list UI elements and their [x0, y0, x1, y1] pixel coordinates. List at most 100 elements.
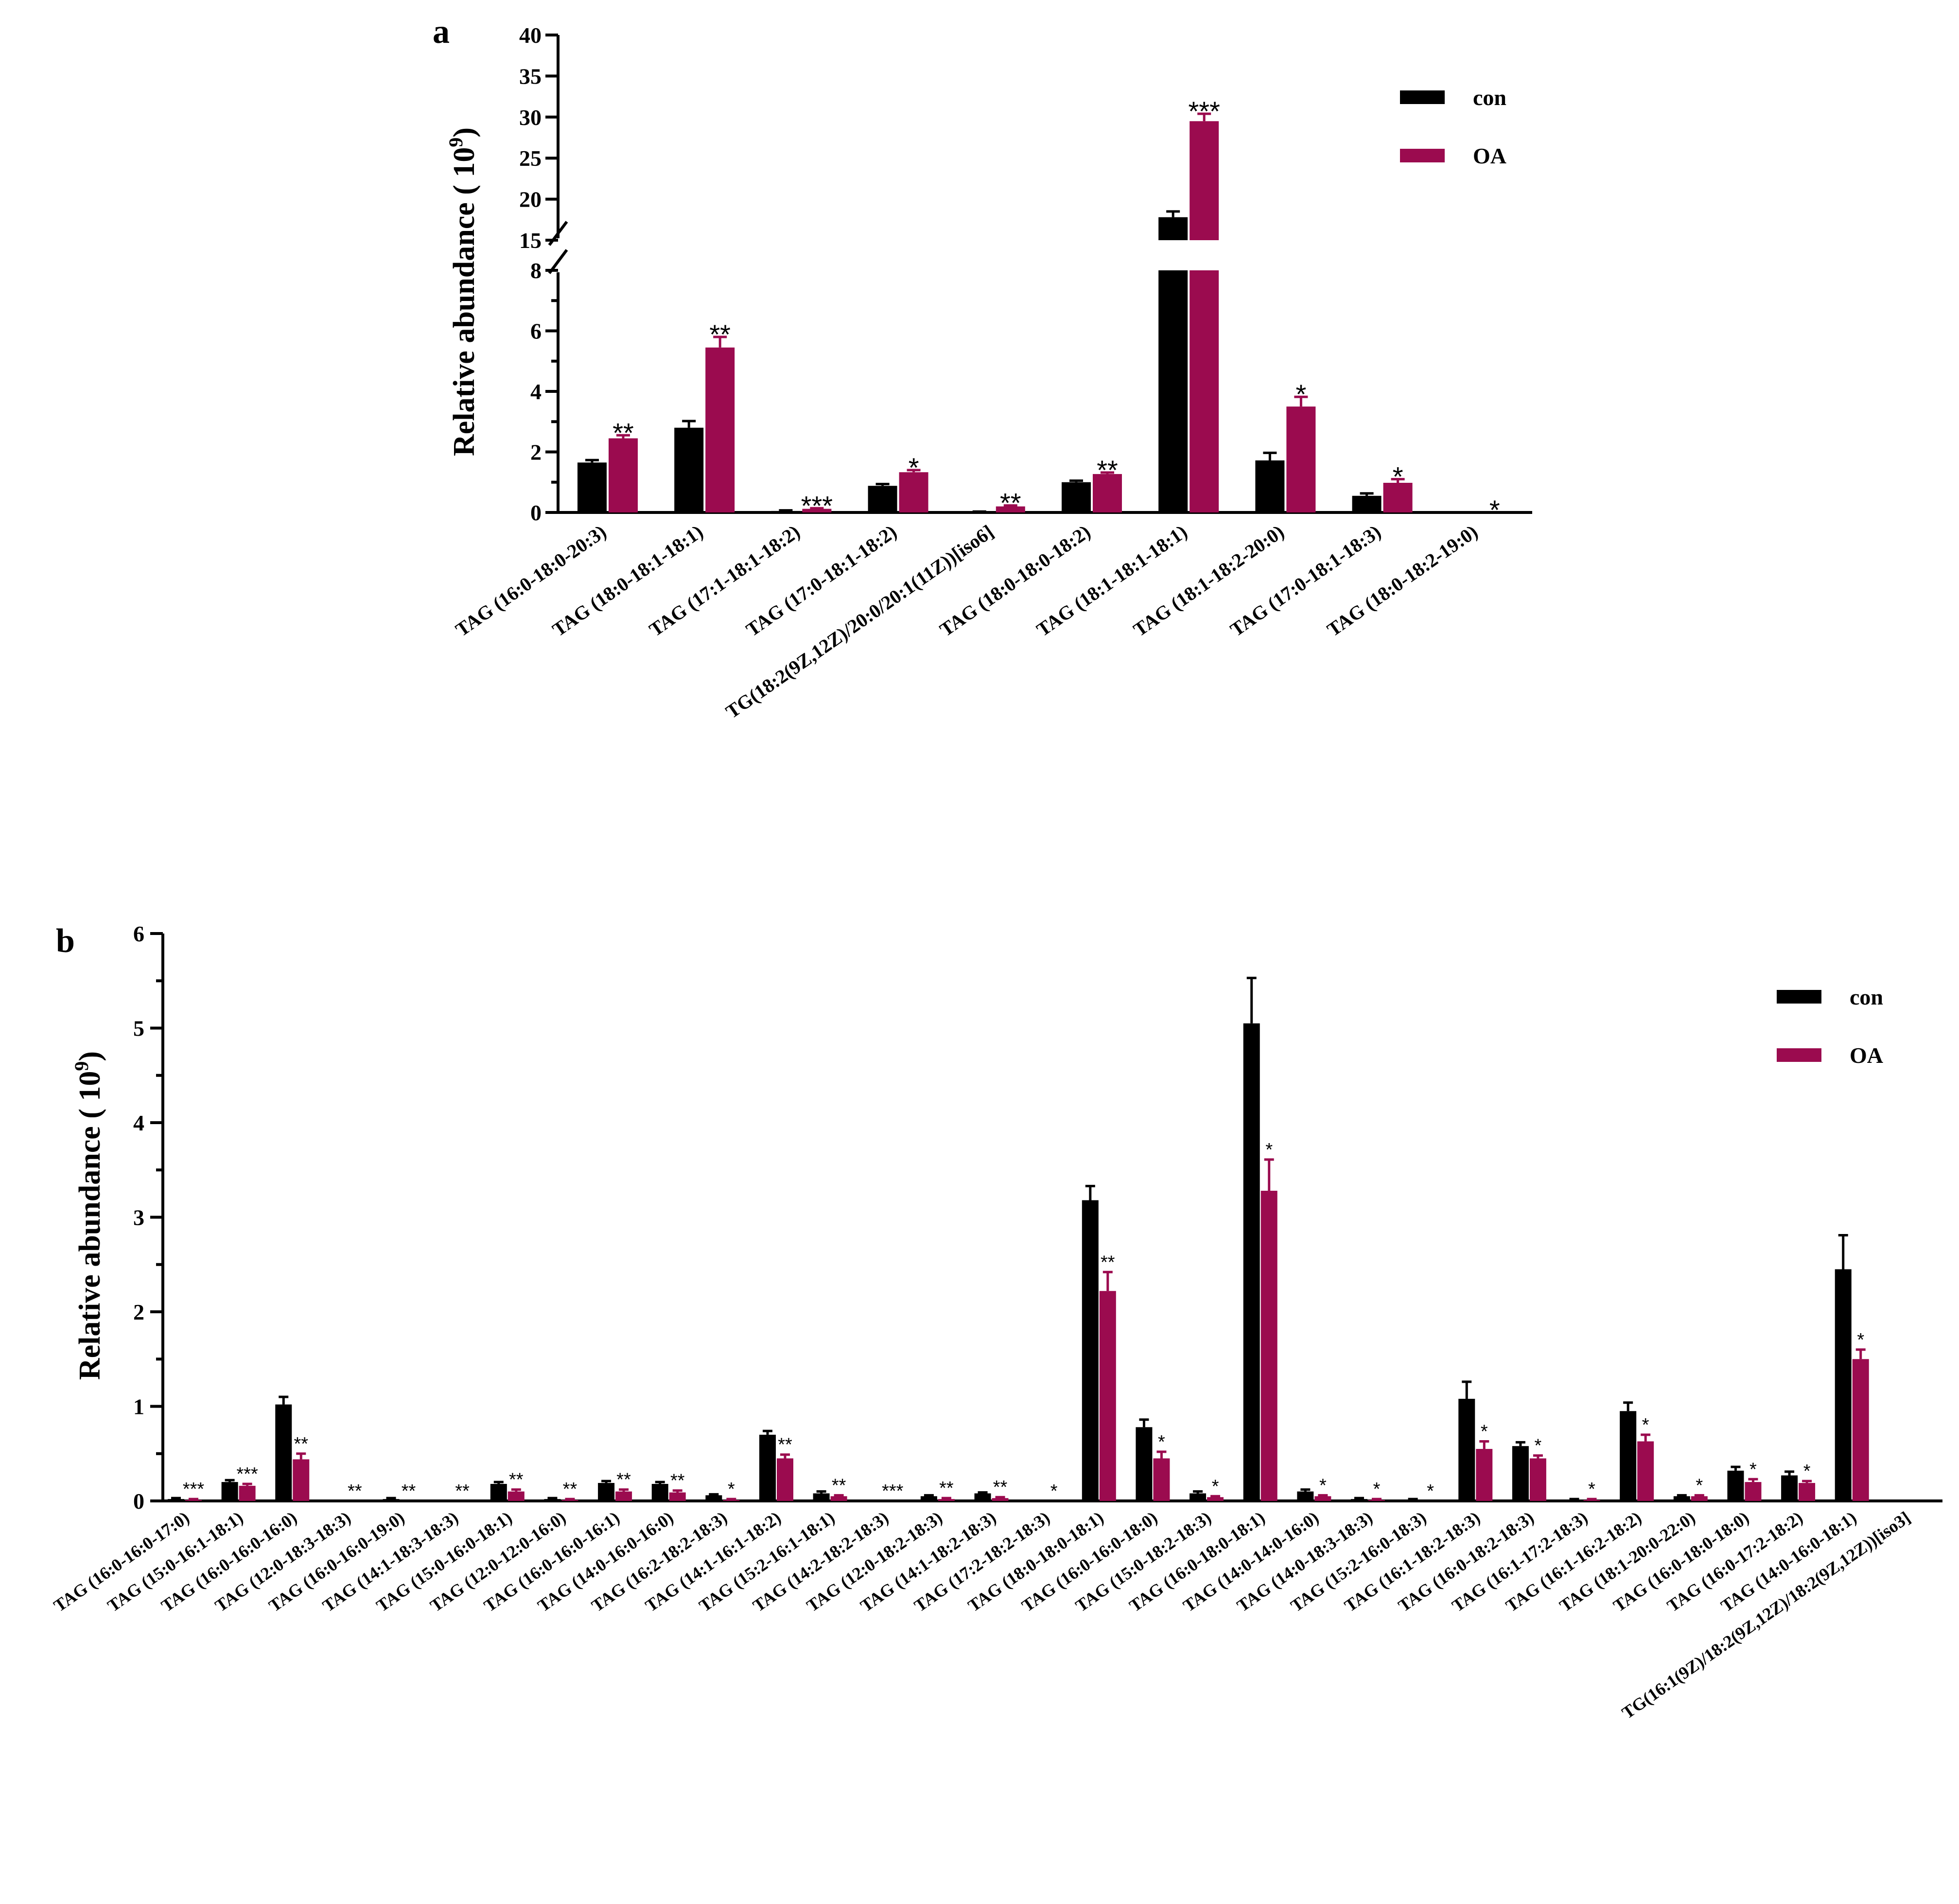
con-bar [705, 1495, 722, 1501]
legend-swatch-OA [1777, 1048, 1821, 1062]
con-bar [651, 1483, 668, 1501]
OA-bar [938, 1499, 955, 1501]
significance-marker: * [1393, 461, 1403, 492]
con-bar [1620, 1411, 1637, 1501]
con-bar [544, 1499, 561, 1501]
OA-bar [1314, 1496, 1331, 1501]
significance-marker: ** [509, 1470, 524, 1490]
significance-marker: * [1481, 1421, 1488, 1442]
significance-marker: *** [1189, 96, 1220, 126]
con-bar [1351, 1499, 1367, 1501]
OA-bar [1099, 1291, 1116, 1501]
significance-marker: ** [563, 1479, 577, 1499]
legend-label-OA: OA [1473, 143, 1506, 168]
y-axis-label-text: Relative abundance ( 10 [73, 1071, 106, 1380]
y-axis-label: Relative abundance ( 109) [445, 127, 481, 456]
OA-bar [185, 1500, 202, 1501]
significance-marker: ** [939, 1478, 954, 1499]
OA-bar [830, 1496, 847, 1501]
OA-bar [996, 506, 1025, 512]
OA-bar [669, 1492, 686, 1501]
y-tick-label: 4 [133, 1111, 144, 1135]
con-bar [1404, 1500, 1421, 1501]
con-bar [490, 1483, 507, 1501]
panel-label-a: a [433, 13, 450, 51]
legend-label-con: con [1850, 985, 1883, 1009]
con-bar [1727, 1470, 1744, 1501]
OA-bar [507, 1491, 525, 1501]
significance-marker: ** [402, 1481, 416, 1501]
panel-a-chart: 0 2 4 6 8 15 20 25 30 35 40 Relative abundance ( 10… [433, 13, 1532, 723]
OA-bar-lower [1189, 270, 1219, 512]
significance-marker: ** [709, 319, 731, 350]
y-axis-label-exponent: 9 [70, 1061, 92, 1071]
significance-marker: * [1265, 1140, 1273, 1160]
y-tick-label: 0 [530, 500, 542, 525]
OA-bar [802, 509, 832, 512]
OA-bar [1286, 406, 1316, 512]
y-tick-label: 8 [530, 258, 542, 283]
significance-marker: * [1588, 1479, 1595, 1499]
OA-bar [723, 1500, 740, 1501]
con-bar [1512, 1446, 1529, 1501]
con-bar [771, 511, 801, 512]
con-bar [1243, 1023, 1260, 1501]
y-axis-label-text: Relative abundance ( 10 [448, 147, 481, 457]
significance-marker: * [1158, 1432, 1165, 1452]
con-bar [1835, 1269, 1852, 1501]
OA-bar [1093, 474, 1122, 512]
con-bar-lower [1158, 270, 1188, 512]
con-bar [1352, 495, 1382, 512]
OA-bar [293, 1459, 310, 1501]
significance-marker: * [1296, 379, 1307, 409]
significance-marker: * [1489, 494, 1500, 525]
significance-marker: * [1212, 1476, 1219, 1497]
y-tick-label: 6 [133, 921, 144, 946]
OA-bar [1476, 1449, 1493, 1501]
legend-swatch-OA [1400, 149, 1445, 162]
significance-marker: *** [183, 1479, 205, 1499]
con-bar [1189, 1493, 1207, 1501]
OA-bar [705, 347, 735, 512]
y-axis-label-close: ) [73, 1051, 106, 1061]
significance-marker: ** [993, 1477, 1008, 1498]
con-bar [598, 1483, 615, 1501]
y-axis-label-close: ) [448, 127, 481, 138]
OA-bar [561, 1500, 578, 1501]
con-bar [920, 1496, 937, 1501]
y-tick-label: 30 [519, 105, 542, 130]
con-bar [168, 1499, 184, 1501]
con-bar [275, 1404, 292, 1501]
y-tick-label: 2 [530, 440, 542, 465]
OA-bar [1260, 1191, 1277, 1501]
significance-marker: ** [455, 1481, 470, 1501]
significance-marker: * [1427, 1481, 1434, 1501]
OA-bar [1852, 1359, 1869, 1501]
OA-bar-upper [1189, 121, 1219, 240]
legend-swatch-con [1777, 990, 1821, 1004]
significance-marker: ** [778, 1435, 792, 1455]
con-bar [383, 1499, 400, 1501]
OA-bar [1799, 1483, 1816, 1501]
significance-marker: * [1319, 1475, 1327, 1496]
significance-marker: * [1857, 1330, 1864, 1350]
OA-bar [777, 1458, 793, 1501]
con-bar [674, 427, 704, 512]
significance-marker: * [909, 452, 919, 483]
significance-marker: * [1373, 1479, 1381, 1499]
significance-marker: * [1749, 1459, 1757, 1480]
significance-marker: * [1050, 1481, 1058, 1501]
y-tick-label: 6 [530, 319, 542, 344]
OA-bar [992, 1498, 1009, 1501]
y-tick-label: 4 [530, 379, 542, 404]
significance-marker: * [1535, 1436, 1542, 1456]
OA-bar [1529, 1458, 1546, 1501]
con-bar [1082, 1200, 1099, 1501]
con-bar [1673, 1496, 1690, 1501]
OA-bar [239, 1485, 256, 1501]
con-bar [1255, 460, 1285, 512]
y-tick-label: 3 [133, 1205, 144, 1230]
con-bar [813, 1493, 830, 1501]
OA-bar [615, 1491, 632, 1501]
